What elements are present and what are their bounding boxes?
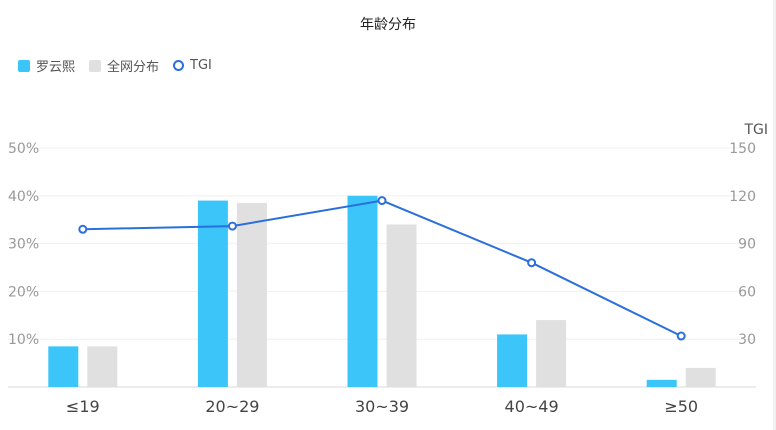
legend-swatch-series-2 bbox=[89, 59, 102, 72]
tgi-point bbox=[527, 258, 537, 268]
tgi-point bbox=[227, 221, 237, 231]
bar-series-2 bbox=[536, 320, 567, 387]
y-left-tick-label: 50% bbox=[8, 141, 39, 157]
y-right-axis-label: TGI bbox=[743, 122, 768, 138]
legend-label-series-2: 全网分布 bbox=[107, 60, 160, 75]
legend-item-tgi[interactable]: TGI bbox=[173, 58, 212, 73]
chart-title: 年龄分布 bbox=[360, 17, 416, 33]
bar-series-1 bbox=[48, 346, 79, 387]
y-left-tick-label: 40% bbox=[8, 189, 39, 205]
x-tick-label: 20~29 bbox=[205, 397, 259, 416]
bar-series-1 bbox=[347, 195, 378, 387]
y-right-tick-label: 150 bbox=[729, 141, 756, 157]
bar-series-2 bbox=[87, 346, 118, 387]
panel-right-border bbox=[773, 0, 776, 430]
y-right-tick-label: 30 bbox=[738, 332, 756, 348]
bar-series-2 bbox=[386, 224, 417, 387]
bar-series-2 bbox=[236, 202, 267, 387]
tgi-point bbox=[78, 224, 88, 234]
bar-series-1 bbox=[497, 334, 528, 387]
legend-item-series-2[interactable]: 全网分布 bbox=[89, 56, 159, 75]
bar-series-1 bbox=[646, 379, 677, 387]
legend-swatch-series-1 bbox=[18, 59, 30, 72]
y-right-tick-label: 90 bbox=[738, 237, 756, 253]
y-right-tick-label: 120 bbox=[729, 189, 756, 205]
legend-label-tgi: TGI bbox=[190, 58, 212, 73]
legend: 罗云熙 全网分布 TGI bbox=[18, 56, 226, 75]
bar-series-1 bbox=[197, 200, 228, 387]
x-tick-label: 30~39 bbox=[355, 397, 409, 416]
legend-marker-tgi bbox=[173, 60, 185, 71]
x-tick-label: ≥50 bbox=[664, 397, 698, 416]
y-left-tick-label: 20% bbox=[8, 284, 39, 300]
y-left-tick-label: 10% bbox=[8, 332, 39, 348]
legend-item-series-1[interactable]: 罗云熙 bbox=[18, 56, 75, 75]
y-right-tick-label: 60 bbox=[738, 284, 756, 300]
x-tick-label: ≤19 bbox=[66, 397, 100, 416]
y-left-tick-label: 30% bbox=[8, 237, 39, 253]
legend-label-series-1: 罗云熙 bbox=[36, 60, 76, 75]
tgi-point bbox=[377, 196, 387, 206]
bar-series-2 bbox=[685, 367, 716, 387]
tgi-line bbox=[82, 199, 682, 337]
tgi-point bbox=[676, 331, 686, 341]
x-tick-label: 40~49 bbox=[505, 397, 559, 416]
